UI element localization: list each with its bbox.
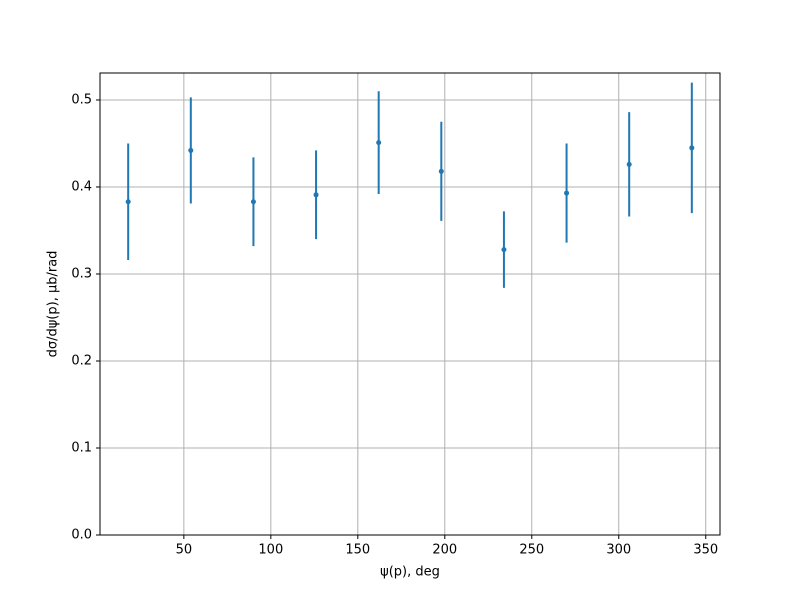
y-tick-label: 0.5 [71,92,92,107]
y-tick-label: 0.1 [71,440,92,455]
data-point [250,199,256,205]
data-point [188,147,194,153]
data-point [438,168,444,174]
data-point [313,192,319,198]
x-tick-label: 150 [345,543,370,558]
axes-frame [99,72,721,536]
y-axis-label: dσ/dψ(p), μb/rad [46,251,61,358]
data-point [564,190,570,196]
x-tick-label: 350 [693,543,718,558]
y-tick-label: 0.3 [71,266,92,281]
data-point [125,199,131,205]
plot-area [100,73,720,536]
y-tick-label: 0.0 [71,528,92,543]
x-tick-label: 100 [258,543,283,558]
data-point [376,140,382,146]
data-point [689,145,695,151]
x-tick-label: 200 [432,543,457,558]
x-tick-label: 50 [176,543,193,558]
y-tick-label: 0.4 [71,179,92,194]
data-point [501,247,507,253]
data-point [626,161,632,167]
x-axis-label: ψ(p), deg [380,565,440,580]
x-tick-label: 250 [519,543,544,558]
x-tick-label: 300 [606,543,631,558]
y-tick-label: 0.2 [71,353,92,368]
